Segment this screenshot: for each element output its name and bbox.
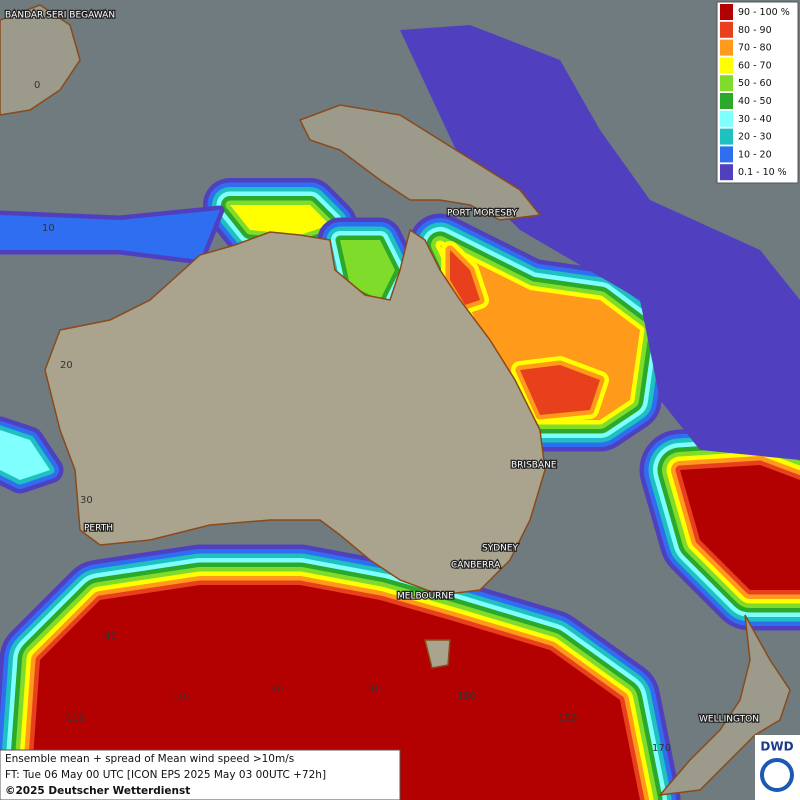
legend-swatch [720, 39, 733, 56]
place-label: PORT MORESBY [447, 209, 518, 219]
grid-label: 160 [558, 713, 577, 724]
place-label: BRISBANE [511, 461, 557, 471]
logo-icon [760, 758, 794, 792]
legend-swatch [720, 21, 733, 38]
labels: BANDAR SERI BEGAWAN PORT MORESBY BRISBANE S… [4, 9, 760, 754]
legend-swatch [720, 110, 733, 127]
legend-label: 70 - 80 [738, 43, 772, 54]
borneo [0, 4, 81, 116]
grid-label: 30 [80, 495, 93, 506]
info-box [0, 749, 401, 800]
australia [44, 228, 546, 596]
legend-swatch [720, 146, 733, 163]
legend-swatch [720, 93, 733, 109]
info-line: ©2025 Deutscher Wetterdienst [5, 785, 190, 797]
grid-label: 170 [652, 743, 671, 754]
probability-band [0, 210, 220, 260]
legend-swatch [720, 164, 733, 181]
probability-band [520, 365, 600, 415]
grid-label: 120 [170, 692, 189, 703]
new-guinea [298, 104, 542, 221]
info-line: Ensemble mean + spread of Mean wind spee… [5, 753, 294, 765]
probability-field [0, 25, 800, 800]
tasmania [424, 639, 451, 669]
legend-label: 80 - 90 [738, 25, 772, 36]
place-label: CANBERRA [451, 561, 501, 571]
place-label: PERTH [84, 524, 113, 534]
legend-label: 30 - 40 [738, 114, 772, 125]
grid-label: 150 [457, 691, 476, 702]
legend-swatch [720, 4, 733, 20]
legend-label: 90 - 100 % [738, 7, 790, 18]
grid-label: 0 [34, 80, 40, 91]
land [0, 4, 791, 796]
logo: DWD [760, 740, 793, 754]
probability-band [450, 250, 480, 305]
legend-swatch [720, 57, 733, 74]
grid-label: 130 [264, 684, 283, 695]
info-line: FT: Tue 06 May 00 UTC [ICON EPS 2025 May… [5, 769, 326, 781]
legend-label: 60 - 70 [738, 60, 772, 71]
place-label: BANDAR SERI BEGAWAN [5, 11, 115, 21]
probability-band [30, 585, 640, 800]
legend-label: 0.1 - 10 % [738, 167, 787, 178]
grid-label: 140 [362, 684, 381, 695]
probability-band [400, 25, 800, 460]
grid-label: 40 [104, 631, 117, 642]
place-label: SYDNEY [482, 544, 519, 554]
probability-band [230, 205, 330, 235]
legend-label: 20 - 30 [738, 132, 772, 143]
new-zealand [658, 614, 791, 796]
legend: 90 - 100 % 80 - 90 70 - 80 60 - 70 50 - 60 40… [716, 1, 799, 184]
legend-label: 10 - 20 [738, 149, 772, 160]
legend-label: 50 - 60 [738, 78, 772, 89]
grid-label: 10 [42, 223, 55, 234]
probability-band [680, 465, 800, 590]
probability-band [0, 430, 50, 480]
grid-label: 110 [66, 713, 85, 724]
legend-swatch [720, 128, 733, 145]
grid-label: 20 [60, 360, 73, 371]
place-label: WELLINGTON [699, 715, 759, 725]
place-label: MELBOURNE [397, 592, 454, 602]
legend-label: 40 - 50 [738, 96, 772, 107]
legend-swatch [720, 75, 733, 92]
